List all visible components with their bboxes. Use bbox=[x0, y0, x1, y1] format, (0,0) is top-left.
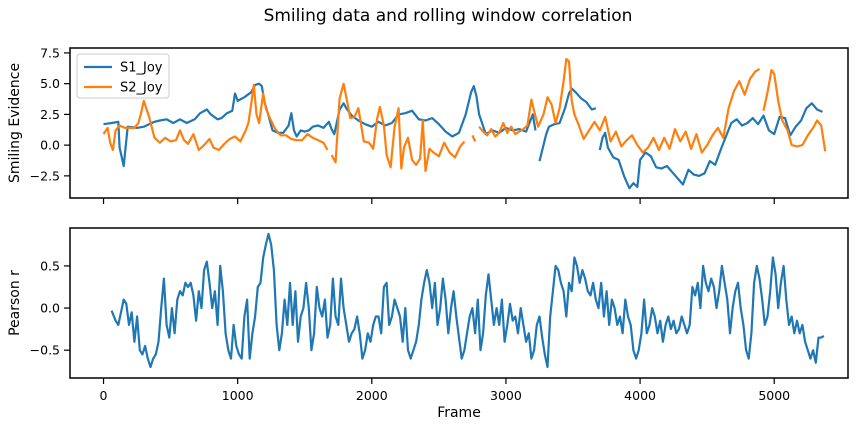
series-line-s2-joy bbox=[102, 58, 827, 173]
y-tick-label: 2.5 bbox=[40, 107, 60, 122]
series-line-s1-joy bbox=[103, 82, 823, 190]
x-tick-label: 4000 bbox=[624, 388, 656, 403]
x-tick-label: 2000 bbox=[356, 388, 388, 403]
y-tick-label: 5.0 bbox=[40, 76, 60, 91]
x-tick-label: 3000 bbox=[490, 388, 522, 403]
panel-1: −2.5 0.0 2.5 5.0 7.5 Smiling Evidence S1_Joy S2… bbox=[7, 45, 849, 204]
figure-title: Smiling data and rolling window correlat… bbox=[264, 6, 633, 26]
x-axis-label: Frame bbox=[437, 405, 481, 421]
legend: S1_Joy S2_Joy bbox=[76, 53, 170, 99]
y-tick-label: −0.5 bbox=[30, 343, 60, 358]
legend-label: S1_Joy bbox=[120, 61, 163, 76]
axes-frame bbox=[69, 227, 849, 379]
x-tick-label: 1000 bbox=[222, 388, 254, 403]
y-tick-label: 0.5 bbox=[40, 258, 60, 273]
x-tick-label: 0 bbox=[100, 388, 108, 403]
y-tick-label: 0.0 bbox=[40, 301, 60, 316]
y-axis-label: Smiling Evidence bbox=[7, 63, 23, 183]
panel-2: −0.5 0.0 0.5 0 1000 2000 3000 4000 5000 Pearson r… bbox=[7, 227, 849, 421]
series-line-2-1 bbox=[110, 232, 825, 369]
y-tick-label: 7.5 bbox=[40, 45, 60, 60]
y-axis-label: Pearson r bbox=[7, 270, 23, 336]
y-tick-label: −2.5 bbox=[30, 168, 60, 183]
y-tick-label: 0.0 bbox=[40, 138, 60, 153]
axes-frame bbox=[69, 47, 849, 199]
legend-label: S2_Joy bbox=[120, 81, 163, 96]
x-tick-label: 5000 bbox=[758, 388, 790, 403]
